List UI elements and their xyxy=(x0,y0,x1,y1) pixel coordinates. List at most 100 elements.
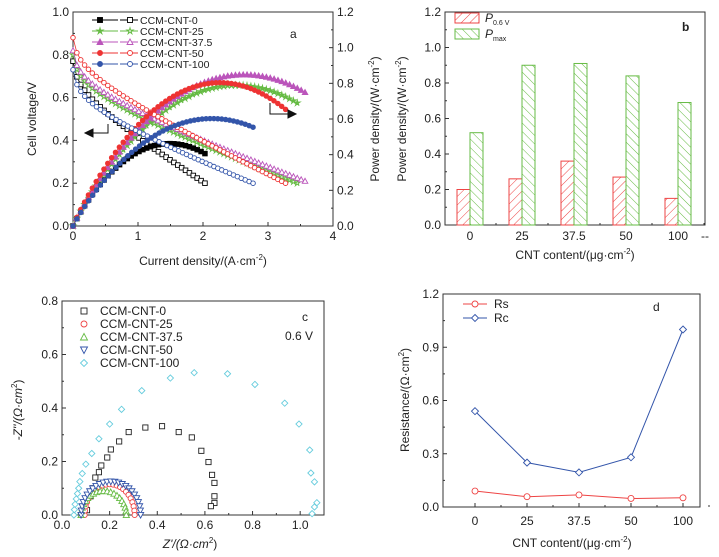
series-ccm-cnt-100 xyxy=(70,67,256,229)
data-point xyxy=(277,90,287,100)
data-point xyxy=(130,491,139,499)
data-point xyxy=(81,93,88,100)
data-point xyxy=(189,89,197,99)
data-point xyxy=(125,429,132,436)
data-point xyxy=(108,85,115,91)
legend-item: CCM-CNT-25 xyxy=(92,26,204,38)
y2-tick-label: 0.6 xyxy=(337,112,354,126)
legend-item: CCM-CNT-50 xyxy=(92,48,204,60)
data-point xyxy=(81,72,89,80)
data-point xyxy=(82,460,90,468)
data-point xyxy=(250,180,256,186)
bar-pmax xyxy=(469,132,484,226)
data-point xyxy=(250,124,256,130)
data-point xyxy=(211,493,218,500)
data-point xyxy=(88,80,96,87)
data-point xyxy=(471,300,479,308)
x-tick-label: 0.2 xyxy=(101,518,118,532)
y-tick-label: 0.6 xyxy=(41,348,58,362)
data-point xyxy=(120,139,126,145)
data-point xyxy=(166,374,175,382)
legend-label: CCM-CNT-50 xyxy=(100,343,173,357)
y-tick-label: 0.4 xyxy=(424,147,441,161)
legend-label: Pmax xyxy=(485,27,507,43)
y-axis-label: Cell voltage/V xyxy=(25,82,39,156)
data-point xyxy=(310,503,319,511)
x-axis-label: CNT content/(μg·cm-2) xyxy=(515,247,634,262)
x-tick-label: 37.5 xyxy=(562,229,586,243)
data-point xyxy=(89,70,96,76)
data-point xyxy=(70,58,76,64)
x-tick-label: 0.8 xyxy=(244,518,261,532)
legend-label: CCM-CNT-0 xyxy=(100,304,166,318)
series-line xyxy=(474,329,684,473)
data-point xyxy=(132,146,139,152)
data-point xyxy=(79,358,89,368)
data-point xyxy=(93,187,100,193)
data-point xyxy=(135,503,144,511)
data-point xyxy=(105,160,111,167)
data-point xyxy=(239,152,247,160)
bar-p06v xyxy=(456,189,471,226)
y-tick-label: 0.2 xyxy=(52,176,69,190)
data-point xyxy=(73,61,81,68)
data-point xyxy=(263,93,269,99)
legend-label: Rc xyxy=(494,311,509,325)
legend-label: CCM-CNT-100 xyxy=(140,59,210,71)
legend-item: CCM-CNT-25 xyxy=(80,317,173,331)
data-point xyxy=(105,420,114,428)
data-point xyxy=(286,80,294,88)
data-point xyxy=(144,137,151,144)
data-point xyxy=(77,57,84,63)
x-tick-label: 0.0 xyxy=(54,518,71,532)
y-tick-label: 1.0 xyxy=(424,41,441,55)
data-point xyxy=(289,82,298,89)
data-point xyxy=(274,166,282,174)
data-point xyxy=(243,154,251,161)
data-point xyxy=(155,104,161,110)
data-point xyxy=(70,511,78,519)
data-point xyxy=(205,458,212,466)
data-point xyxy=(136,135,142,141)
x-tick-label: 50 xyxy=(624,514,638,528)
data-point xyxy=(148,134,155,141)
data-point xyxy=(89,192,96,199)
data-point xyxy=(70,223,76,229)
data-point xyxy=(95,435,103,443)
data-point xyxy=(190,368,198,377)
x-tick-label: 25 xyxy=(520,514,534,528)
data-point xyxy=(85,97,92,103)
bar-p06v xyxy=(664,197,679,226)
legend-swatch xyxy=(454,12,480,24)
data-point xyxy=(93,104,100,110)
data-point xyxy=(135,107,143,115)
data-point xyxy=(140,140,147,146)
data-point xyxy=(70,505,79,514)
data-point xyxy=(81,62,88,68)
data-point xyxy=(292,98,302,107)
data-point xyxy=(101,79,107,86)
data-point xyxy=(109,168,115,175)
data-point xyxy=(127,103,135,111)
data-point xyxy=(125,153,131,159)
data-point xyxy=(258,72,267,79)
data-point xyxy=(132,495,141,503)
data-point xyxy=(100,169,108,176)
y-tick-label: 1.0 xyxy=(52,5,69,19)
data-point xyxy=(522,458,532,467)
data-point xyxy=(107,446,114,453)
legend-item: CCM-CNT-50 xyxy=(79,343,173,357)
data-point xyxy=(301,88,309,96)
y-tick-label: 0.8 xyxy=(424,76,441,90)
data-point xyxy=(77,68,85,75)
data-point xyxy=(100,88,108,95)
bar-p06v xyxy=(560,160,575,226)
y2-tick-label: 0.2 xyxy=(337,183,354,197)
data-point xyxy=(282,106,289,113)
x-tick-label: 0.6 xyxy=(197,518,214,532)
data-point xyxy=(305,446,314,454)
data-point xyxy=(293,174,301,181)
data-point xyxy=(271,98,277,104)
data-point xyxy=(97,61,103,67)
